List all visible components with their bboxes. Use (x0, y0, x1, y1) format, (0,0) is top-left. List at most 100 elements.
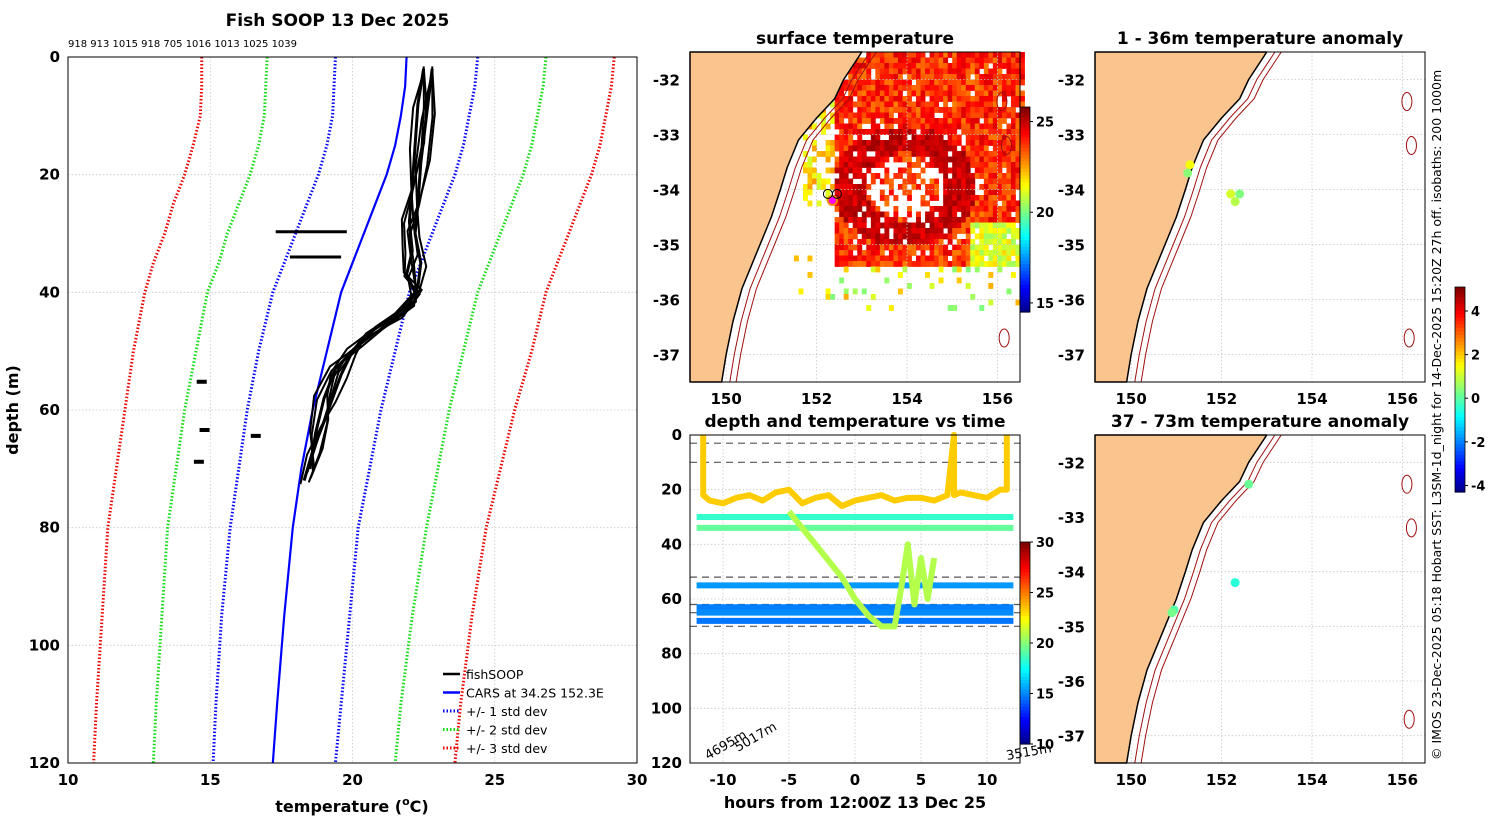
sst-cell (875, 68, 881, 75)
sst-cell (965, 57, 971, 64)
sst-cell (1010, 173, 1016, 179)
sst-cell (947, 217, 953, 223)
sst-cell (916, 162, 921, 168)
sst-cell (1001, 101, 1007, 108)
sst-cell (965, 184, 971, 190)
colorbar-segment (1020, 605, 1030, 610)
sst-cell (1006, 145, 1012, 152)
sst-cell (997, 255, 1003, 262)
colorbar-segment (1020, 558, 1030, 563)
sst-cell (879, 145, 885, 152)
sst-cell (965, 140, 971, 146)
sst-cell (848, 123, 854, 130)
sst-cell (875, 217, 881, 223)
sst-cell (879, 151, 885, 157)
sst-cell (938, 85, 944, 91)
sst-cell (843, 294, 849, 300)
sst-cell (879, 140, 885, 146)
sst-cell (992, 52, 998, 58)
sst-cell (897, 167, 903, 174)
anomaly-point (1244, 479, 1254, 489)
map-y-tick-label: -32 (1058, 454, 1085, 472)
sst-cell (875, 107, 881, 113)
sst-cell (870, 222, 876, 229)
sst-cell (861, 68, 867, 75)
ts-x-tick-label: 10 (977, 771, 998, 789)
sst-cell (866, 228, 872, 234)
colorbar-segment (1455, 485, 1465, 490)
sst-cell (952, 266, 958, 273)
sst-cell (979, 162, 985, 168)
sst-cell (956, 200, 962, 207)
sst-cell (983, 79, 989, 86)
sst-cell (884, 217, 890, 223)
colorbar-segment (1020, 226, 1030, 231)
sst-cell (888, 57, 894, 64)
colorbar-segment (1020, 195, 1030, 200)
sst-cell (1015, 118, 1021, 124)
sst-cell (897, 222, 903, 229)
sst-cell (1001, 189, 1007, 196)
sst-cell (965, 134, 971, 141)
map-x-tick-label: 150 (1116, 771, 1147, 789)
sst-cell (956, 101, 962, 108)
map-y-tick-label: -33 (1058, 509, 1085, 527)
sst-cell (943, 79, 949, 86)
sst-cell (943, 184, 949, 190)
sst-cell (870, 233, 876, 240)
profile-y-tick-label: 120 (29, 754, 60, 772)
sst-cell (916, 151, 921, 157)
sst-cell (961, 118, 967, 124)
sst-cell (947, 261, 953, 267)
sst-cell (897, 151, 903, 157)
sst-cell (834, 217, 840, 223)
sst-cell (834, 162, 840, 168)
colorbar-segment (1455, 351, 1465, 356)
sst-cell (916, 123, 921, 130)
sst-cell (902, 184, 908, 190)
sst-cell (1001, 129, 1007, 135)
colorbar-segment (1020, 260, 1030, 265)
sst-cell (852, 129, 858, 135)
colorbar-segment (1455, 328, 1465, 333)
sst-cell (870, 63, 876, 69)
sst-cell (1001, 200, 1007, 207)
sst-cell (997, 129, 1003, 135)
sst-cell (906, 228, 912, 234)
sst-cell (1010, 145, 1016, 152)
sst-cell (916, 101, 921, 108)
sst-cell (902, 189, 908, 196)
map-y-tick-label: -33 (1058, 127, 1085, 145)
sst-cell (988, 178, 994, 185)
sst-cell (1010, 151, 1016, 157)
colorbar-segment (1455, 410, 1465, 415)
sst-cell (861, 200, 867, 207)
sst-cell (974, 261, 980, 267)
sst-cell (965, 123, 971, 130)
sst-cell (947, 200, 953, 207)
sst-cell (857, 189, 863, 196)
sst-cell (812, 123, 817, 130)
sst-cell (884, 195, 890, 201)
colorbar-segment (1020, 161, 1030, 166)
sst-cell (961, 162, 967, 168)
sst-cell (911, 173, 917, 179)
sst-cell (893, 151, 899, 157)
sst-cell (897, 184, 903, 190)
sst-cell (884, 277, 890, 284)
sst-cell (1010, 261, 1016, 267)
sst-cell (902, 52, 908, 58)
sst-cell (1001, 178, 1007, 185)
sst-cell (875, 63, 881, 69)
sst-cell (938, 217, 944, 223)
sst-cell (920, 90, 926, 97)
sst-cell (1001, 228, 1007, 234)
colorbar-segment (1020, 626, 1030, 631)
sst-cell (961, 74, 967, 80)
sst-cell (916, 239, 921, 245)
colorbar-segment (1455, 447, 1465, 452)
sst-cell (938, 228, 944, 234)
sst-cell (983, 239, 989, 245)
sst-cell (825, 294, 831, 300)
sst-cell (983, 134, 989, 141)
